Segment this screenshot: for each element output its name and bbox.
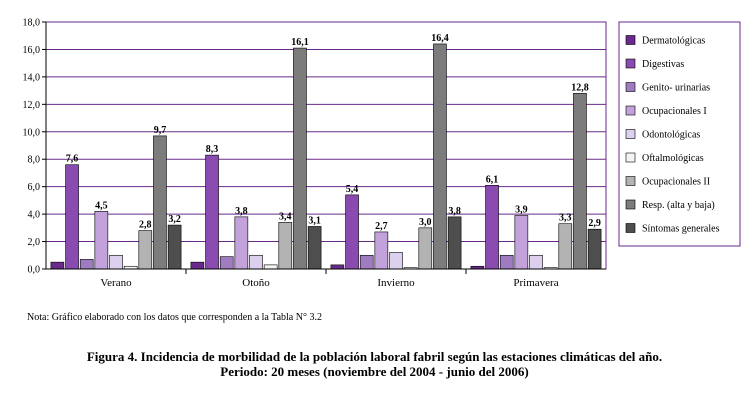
bar — [249, 254, 263, 270]
legend-swatch — [625, 58, 636, 69]
y-tick-label: 8,0 — [28, 155, 41, 166]
y-tick-label: 18,0 — [23, 18, 41, 29]
data-label: 2,7 — [375, 221, 388, 232]
y-tick-label: 10,0 — [23, 127, 41, 138]
x-category-label: Primavera — [513, 277, 558, 289]
bar — [529, 254, 543, 270]
legend: Dermatológicas Digestivas Genito- urinaria… — [618, 21, 741, 247]
bar — [573, 93, 587, 270]
legend-swatch — [625, 35, 636, 45]
data-label: 3,1 — [308, 215, 321, 226]
data-label: 16,1 — [291, 37, 309, 48]
bar — [587, 228, 602, 270]
legend-label: Digestivas — [642, 59, 684, 70]
legend-swatch — [625, 82, 636, 92]
legend-swatch — [625, 105, 636, 116]
legend-label: Dermatológicas — [642, 36, 705, 47]
figure-caption: Figura 4. Incidencia de morbilidad de la… — [0, 349, 749, 379]
data-label: 2,9 — [588, 218, 601, 229]
bar — [389, 252, 403, 270]
legend-label: Síntomas generales — [642, 224, 720, 235]
legend-swatch — [625, 176, 636, 186]
bars — [50, 43, 602, 270]
data-label: 3,3 — [559, 213, 572, 224]
y-tick-label: 2,0 — [28, 237, 41, 248]
legend-label: Genito- urinarias — [642, 83, 710, 94]
data-label: 3,0 — [419, 217, 432, 228]
data-label: 5,4 — [346, 184, 359, 195]
bar — [278, 222, 293, 270]
data-labels: 7,6 4,5 2,8 9,7 3,2 8,3 3,8 3,4 16,1 3,1 5,4 2,7 3,0… — [66, 33, 601, 232]
bar — [94, 211, 109, 270]
bar — [345, 194, 359, 270]
data-label: 3,2 — [168, 214, 181, 225]
data-label: 3,8 — [235, 206, 248, 217]
bar — [109, 254, 123, 270]
bar — [219, 256, 234, 270]
y-tick-label: 0,0 — [28, 265, 41, 276]
y-tick-label: 12,0 — [23, 100, 41, 111]
data-label: 9,7 — [154, 125, 167, 136]
caption-line-2: Periodo: 20 meses (noviembre del 2004 - … — [220, 364, 529, 379]
bar — [330, 264, 345, 270]
data-label: 6,1 — [486, 174, 499, 185]
x-category-label: Otoño — [242, 277, 270, 289]
y-tick-label: 6,0 — [28, 182, 41, 193]
data-label: 3,4 — [279, 211, 292, 222]
bar — [205, 154, 219, 270]
data-label: 8,3 — [206, 144, 219, 155]
bar — [79, 259, 94, 270]
legend-swatch — [625, 152, 636, 163]
legend-swatch — [625, 199, 636, 210]
legend-label: Odontológicas — [642, 130, 700, 141]
bar — [50, 261, 65, 270]
y-tick-label: 16,0 — [23, 45, 41, 56]
bar — [293, 47, 307, 270]
bar — [418, 227, 433, 270]
chart-note: Nota: Gráfico elaborado con los datos qu… — [27, 312, 322, 323]
legend-label: Oftalmológicas — [642, 153, 704, 164]
data-label: 2,8 — [139, 220, 152, 231]
bar — [65, 164, 79, 270]
bar — [499, 254, 514, 270]
bar — [263, 264, 278, 270]
bar — [558, 223, 573, 270]
x-category-label: Verano — [100, 277, 132, 289]
bar — [167, 224, 182, 270]
data-label: 4,5 — [95, 200, 108, 211]
data-label: 7,6 — [66, 154, 79, 165]
caption-line-1: Figura 4. Incidencia de morbilidad de la… — [86, 349, 663, 364]
bar — [447, 216, 462, 270]
data-label: 16,4 — [431, 33, 449, 44]
data-label: 12,8 — [571, 82, 589, 93]
legend-swatch — [625, 223, 636, 233]
bar — [190, 261, 205, 270]
y-tick-label: 4,0 — [28, 210, 41, 221]
data-label: 3,9 — [515, 204, 528, 215]
bar — [485, 184, 499, 270]
bar — [514, 215, 529, 270]
data-label: 3,8 — [448, 206, 461, 217]
bar — [433, 43, 447, 270]
bar — [359, 254, 374, 270]
legend-label: Ocupacionales II — [642, 177, 710, 188]
bar-chart: 7,6 4,5 2,8 9,7 3,2 8,3 3,8 3,4 16,1 3,1 5,4 2,7 3,0… — [23, 18, 741, 289]
gridlines — [45, 21, 607, 270]
bar — [307, 226, 322, 270]
plot-area — [45, 21, 607, 270]
legend-label: Ocupacionales I — [642, 106, 707, 117]
bar — [153, 135, 167, 270]
bar — [374, 231, 389, 270]
legend-label: Resp. (alta y baja) — [642, 200, 715, 211]
bar — [138, 230, 153, 270]
legend-box — [618, 21, 741, 247]
axes: 0,0 2,0 4,0 6,0 8,0 10,0 12,0 14,0 16,0 18,0 Veran… — [23, 18, 606, 289]
legend-swatch — [625, 129, 636, 139]
x-category-label: Invierno — [377, 277, 415, 289]
y-tick-label: 14,0 — [23, 72, 41, 83]
bar — [234, 216, 249, 270]
